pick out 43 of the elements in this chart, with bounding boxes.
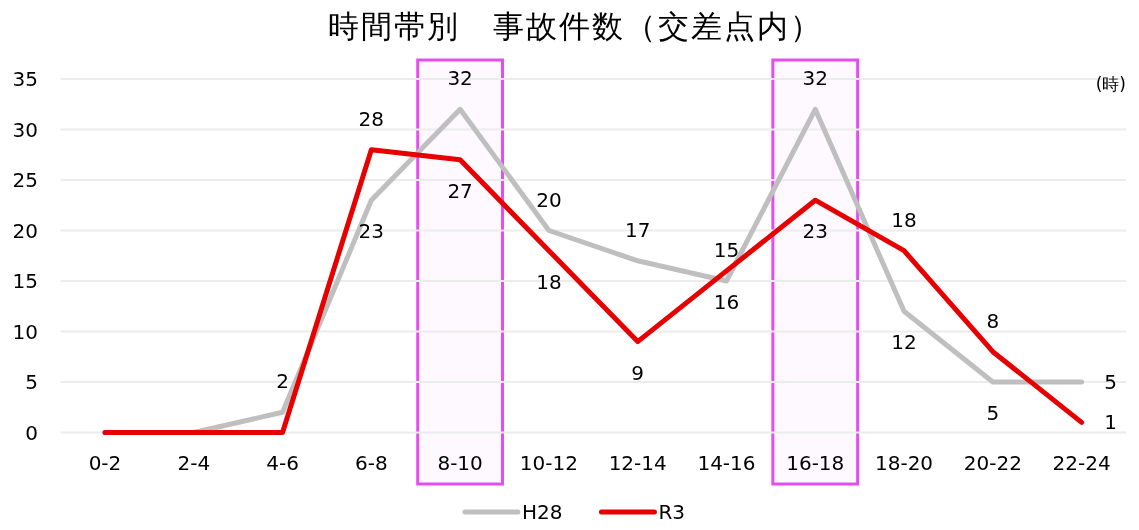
x-tick-label: 20-22 <box>963 451 1022 475</box>
data-label: 23 <box>358 219 385 244</box>
x-tick-label: 22-24 <box>1052 451 1111 475</box>
y-tick-label: 10 <box>12 319 38 344</box>
data-label: 1 <box>1104 410 1117 435</box>
x-tick-label: 16-18 <box>786 451 845 475</box>
x-tick-label: 8-10 <box>437 451 483 475</box>
x-tick-label: 2-4 <box>177 451 211 475</box>
y-tick-label: 15 <box>12 269 38 293</box>
y-tick-label: 35 <box>12 67 38 91</box>
x-tick-label: 12-14 <box>608 451 667 475</box>
data-label: 5 <box>986 401 1000 425</box>
data-label: 27 <box>447 178 473 203</box>
x-tick-label: 6-8 <box>355 451 388 475</box>
data-label: 18 <box>891 207 917 232</box>
data-label: 9 <box>631 360 645 385</box>
y-tick-label: 30 <box>12 117 38 142</box>
data-label: 12 <box>891 330 917 355</box>
data-label: 28 <box>358 106 385 131</box>
data-label: 23 <box>802 219 828 244</box>
x-tick-label: 4-6 <box>266 451 299 475</box>
data-label: 2 <box>276 369 289 394</box>
x-tick-label: 10-12 <box>519 451 578 475</box>
x-tick-label: 18-20 <box>875 451 934 475</box>
data-label: 8 <box>986 308 1000 333</box>
y-tick-label: 5 <box>25 370 38 394</box>
legend-label: H28 <box>521 500 563 524</box>
y-tick-label: 25 <box>12 168 38 192</box>
data-label: 32 <box>802 66 828 91</box>
x-tick-label: 14-16 <box>697 451 756 475</box>
y-tick-label: 20 <box>12 218 38 243</box>
data-label: 17 <box>624 217 651 242</box>
data-label: 20 <box>536 187 562 212</box>
x-axis-title: (時) <box>1095 74 1126 94</box>
data-label: 15 <box>713 238 740 262</box>
title: 時間帯別 事故件数（交差点内） <box>327 8 823 44</box>
y-tick-label: 0 <box>25 420 38 445</box>
x-tick-label: 0-2 <box>88 451 122 475</box>
data-label: 32 <box>447 66 473 91</box>
data-label: 5 <box>1104 370 1117 394</box>
legend-label: R3 <box>658 500 686 524</box>
data-label: 18 <box>536 269 562 294</box>
data-label: 16 <box>713 289 740 314</box>
